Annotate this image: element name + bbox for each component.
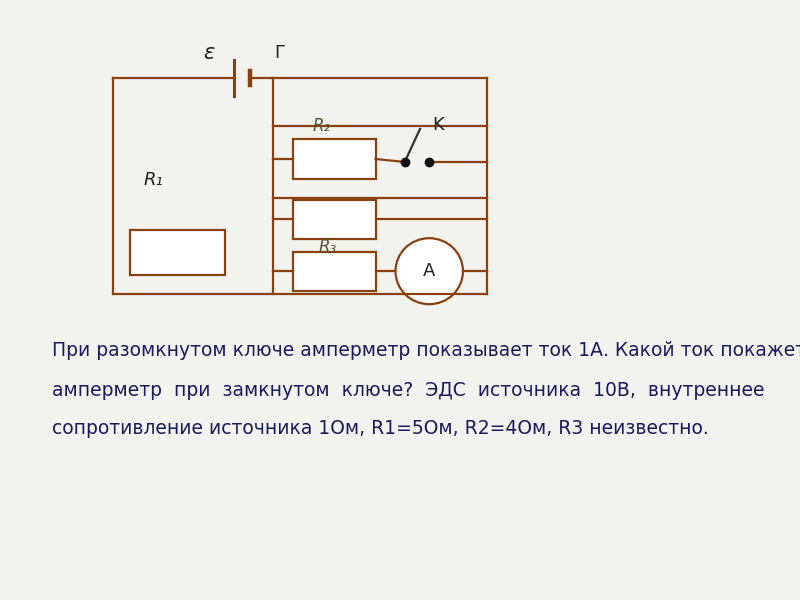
FancyBboxPatch shape [293,199,375,238]
Text: R₃: R₃ [319,238,337,256]
Text: амперметр  при  замкнутом  ключе?  ЭДС  источника  10В,  внутреннее: амперметр при замкнутом ключе? ЭДС источ… [52,380,765,400]
Text: При разомкнутом ключе амперметр показывает ток 1А. Какой ток покажет: При разомкнутом ключе амперметр показыва… [52,341,800,361]
Text: ε: ε [203,43,214,63]
Text: сопротивление источника 1Ом, R1=5Ом, R2=4Ом, R3 неизвестно.: сопротивление источника 1Ом, R1=5Ом, R2=… [52,419,709,439]
Text: R₁: R₁ [143,171,163,189]
Text: Γ: Γ [274,44,284,62]
Text: R₂: R₂ [313,117,331,135]
FancyBboxPatch shape [293,252,375,290]
FancyBboxPatch shape [130,230,226,275]
Text: K: K [433,116,444,134]
Text: A: A [423,262,435,280]
FancyBboxPatch shape [293,139,375,179]
Circle shape [395,238,463,304]
